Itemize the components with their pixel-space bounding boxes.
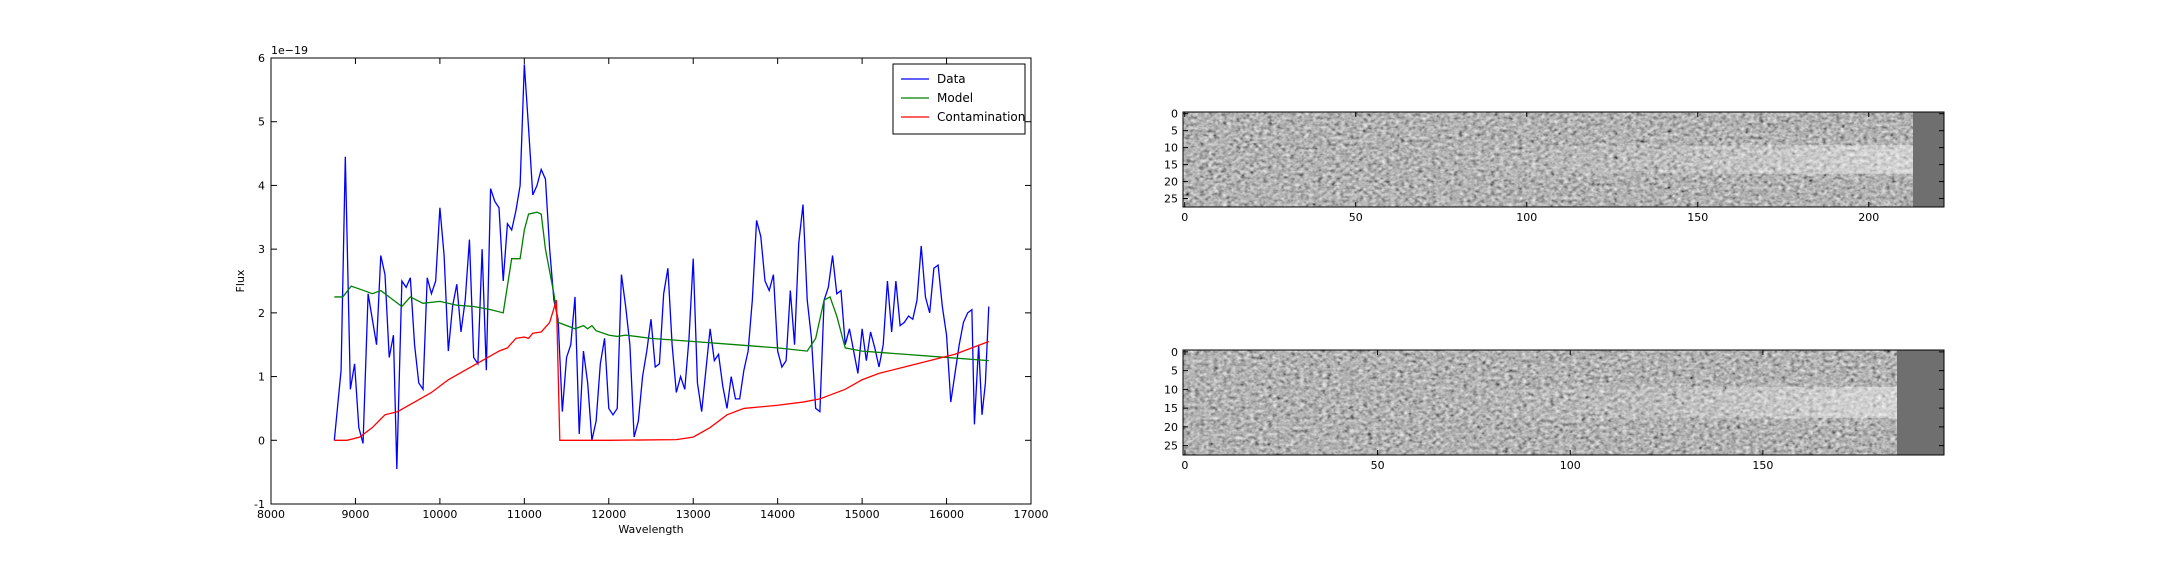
x-tick-label: 10000: [422, 508, 457, 521]
image-padding: [1913, 112, 1944, 207]
x-tick-label: 50: [1371, 459, 1385, 472]
y-tick-label: 5: [1171, 365, 1178, 378]
x-tick-label: 150: [1687, 211, 1708, 224]
x-tick-label: 100: [1516, 211, 1537, 224]
image-padding: [1897, 350, 1944, 455]
data-line: [334, 299, 990, 441]
image-streak: [1432, 386, 1897, 419]
y-tick-label: 25: [1164, 193, 1178, 206]
y-tick-label: 0: [1171, 346, 1178, 359]
x-tick-label: 17000: [1014, 508, 1049, 521]
y-tick-label: 2: [258, 307, 265, 320]
x-tick-label: 15000: [845, 508, 880, 521]
y-tick-label: 20: [1164, 421, 1178, 434]
y-tick-label: 5: [1171, 125, 1178, 138]
y-tick-label: -1: [254, 498, 265, 511]
x-tick-label: 9000: [341, 508, 369, 521]
y-tick-label: 5: [258, 116, 265, 129]
axes-frame: [1182, 111, 1945, 208]
x-tick-label: 0: [1181, 211, 1188, 224]
offset-text: 1e−19: [271, 44, 308, 57]
x-tick-label: 13000: [676, 508, 711, 521]
y-tick-label: 15: [1164, 159, 1178, 172]
x-tick-label: 200: [1858, 211, 1879, 224]
y-tick-label: 6: [258, 52, 265, 65]
y-tick-label: 1: [258, 371, 265, 384]
data-line: [333, 64, 990, 469]
x-tick-label: 11000: [507, 508, 542, 521]
x-tick-label: 50: [1349, 211, 1363, 224]
y-tick-label: 20: [1164, 176, 1178, 189]
legend-label: Model: [937, 91, 973, 105]
y-tick-label: 4: [258, 179, 265, 192]
y-tick-label: 3: [258, 243, 265, 256]
x-axis-label: Wavelength: [618, 523, 683, 536]
x-tick-label: 16000: [929, 508, 964, 521]
y-tick-label: 15: [1164, 402, 1178, 415]
x-tick-label: 8000: [257, 508, 285, 521]
x-tick-label: 0: [1181, 459, 1188, 472]
y-tick-label: 25: [1164, 440, 1178, 453]
y-tick-label: 0: [1171, 108, 1178, 121]
y-tick-label: 10: [1164, 142, 1178, 155]
y-tick-label: 0: [258, 434, 265, 447]
y-axis-label: Flux: [234, 269, 247, 292]
x-tick-label: 14000: [760, 508, 795, 521]
x-tick-label: 150: [1752, 459, 1773, 472]
axes-frame: [270, 57, 1032, 505]
image-streak: [1438, 145, 1913, 174]
legend-box: [892, 63, 1026, 135]
y-tick-label: 10: [1164, 383, 1178, 396]
legend-label: Data: [937, 72, 966, 86]
x-tick-label: 100: [1560, 459, 1581, 472]
axes-frame: [1182, 349, 1945, 456]
legend-label: Contamination: [937, 110, 1025, 124]
x-tick-label: 12000: [591, 508, 626, 521]
